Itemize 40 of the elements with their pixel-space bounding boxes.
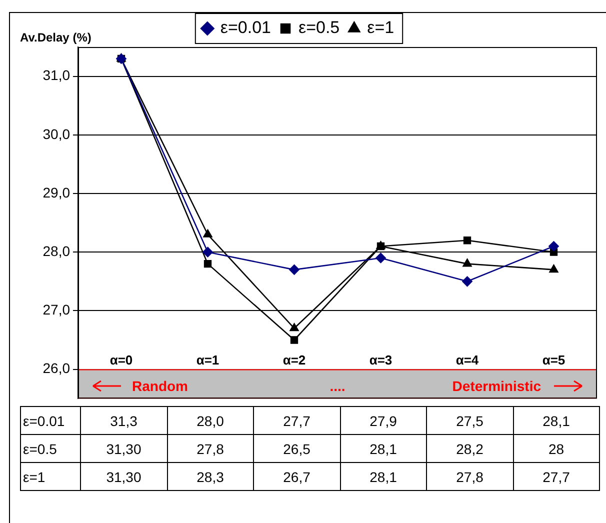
- text: ε=0.01: [23, 412, 65, 428]
- data-label: 31,30: [80, 462, 167, 490]
- x-tick-label: α=4: [456, 352, 480, 368]
- x-tick-label: α=0: [110, 352, 133, 368]
- data-label: 28,1: [340, 434, 426, 462]
- data-label: 27,8: [426, 462, 513, 490]
- y-tick-label: 29,0: [42, 184, 70, 200]
- data-label: 31,30: [80, 434, 167, 462]
- annotation: Random: [132, 378, 188, 394]
- legend-label: ε=0.01: [220, 18, 271, 38]
- text: ε=0.5: [23, 440, 57, 456]
- y-axis-title: Av.Delay (%): [20, 30, 92, 44]
- text: ε=1: [23, 468, 46, 484]
- data-label: 31,3: [80, 406, 167, 434]
- data-label: 27,5: [426, 406, 513, 434]
- legend-label: ε=0.5: [298, 18, 340, 38]
- data-label: 27,9: [340, 406, 426, 434]
- annotation: Deterministic: [452, 378, 542, 394]
- data-label: 27,7: [254, 406, 340, 434]
- legend-label: ε=1: [367, 18, 394, 38]
- data-label: 28,1: [513, 406, 600, 434]
- x-tick-label: α=1: [196, 352, 220, 368]
- x-tick-label: α=3: [369, 352, 392, 368]
- x-tick-label: α=2: [282, 352, 306, 368]
- data-label: 28,3: [167, 462, 254, 490]
- y-tick-label: 26,0: [42, 360, 70, 376]
- data-label: 28,1: [340, 462, 426, 490]
- y-tick-label: 27,0: [42, 302, 70, 318]
- data-label: 28,0: [167, 406, 254, 434]
- data-label: 26,5: [254, 434, 340, 462]
- data-label: 27,7: [513, 462, 600, 490]
- data-label: 28,2: [426, 434, 513, 462]
- y-tick-label: 28,0: [42, 242, 70, 259]
- x-tick-label: α=5: [542, 352, 566, 368]
- data-label: 28: [513, 434, 600, 462]
- data-label: 27,8: [167, 434, 254, 462]
- annotation: ....: [330, 378, 346, 394]
- y-tick-label: 31,0: [42, 67, 70, 84]
- data-label: 26,7: [254, 462, 340, 490]
- y-tick-label: 30,0: [42, 126, 70, 142]
